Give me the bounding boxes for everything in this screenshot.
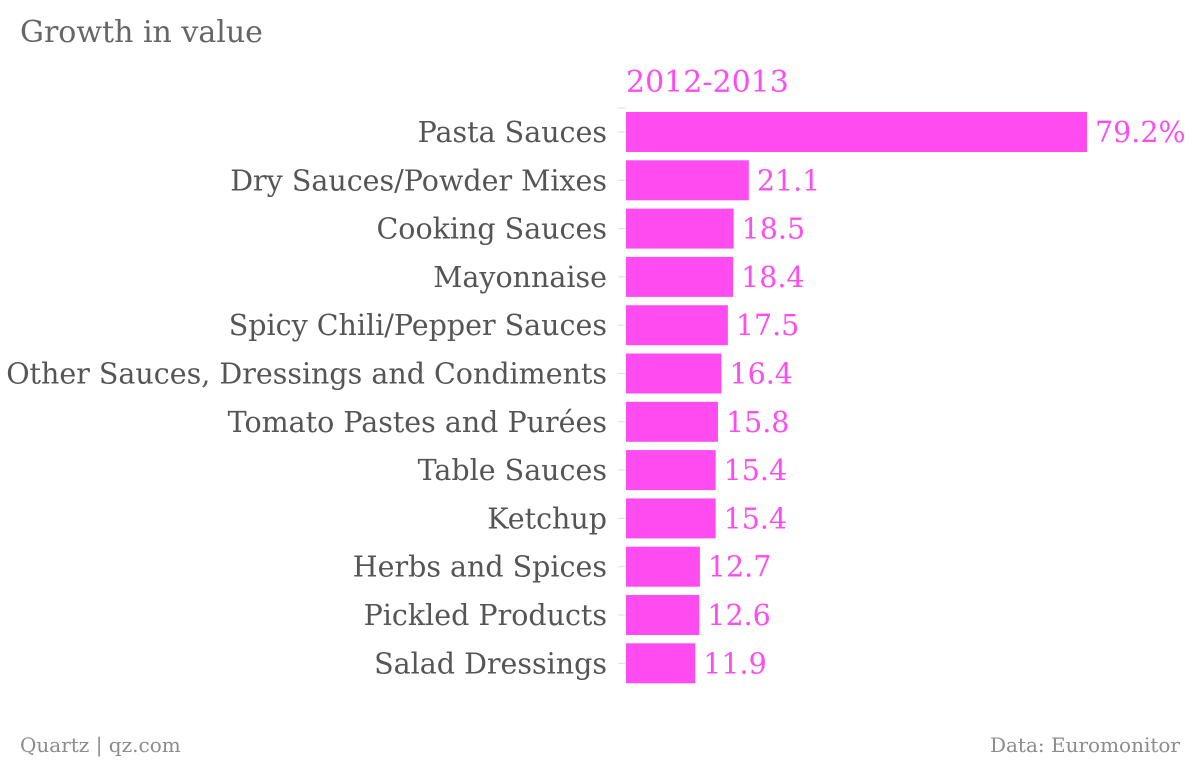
bar	[626, 401, 718, 442]
value-label: 15.8	[726, 406, 789, 439]
series-label: 2012-2013	[626, 65, 789, 100]
category-label: Dry Sauces/Powder Mixes	[230, 164, 607, 197]
chart-title: Growth in value	[20, 15, 263, 50]
value-label: 17.5	[736, 309, 799, 342]
value-label: 15.4	[724, 502, 787, 535]
value-label: 12.6	[707, 599, 770, 632]
category-label: Ketchup	[487, 502, 607, 535]
bar	[626, 208, 734, 249]
value-label: 15.4	[724, 454, 787, 487]
category-label: Spicy Chili/Pepper Sauces	[229, 309, 607, 342]
bar	[626, 498, 716, 539]
source-credit: Quartz | qz.com	[20, 733, 181, 758]
bar	[626, 450, 716, 491]
value-label: 11.9	[703, 647, 766, 680]
category-label: Salad Dressings	[374, 647, 607, 680]
bar	[626, 546, 700, 587]
bar	[626, 256, 734, 297]
category-label: Pickled Products	[364, 599, 607, 632]
value-label: 16.4	[729, 358, 792, 391]
category-label: Herbs and Spices	[353, 551, 607, 584]
bar	[626, 595, 700, 635]
category-label: Cooking Sauces	[377, 213, 608, 246]
bar	[626, 160, 749, 201]
value-label: 18.5	[742, 213, 805, 246]
value-label: 79.2%	[1095, 116, 1186, 149]
bar	[626, 112, 1087, 152]
value-label: 21.1	[757, 164, 820, 197]
value-label: 12.7	[708, 551, 771, 584]
category-label: Table Sauces	[418, 454, 607, 487]
category-label: Other Sauces, Dressings and Condiments	[6, 358, 607, 391]
category-label: Tomato Pastes and Purées	[228, 406, 607, 439]
bar	[626, 353, 722, 394]
bars-group: Pasta Sauces 79.2% Dry Sauces/Powder Mixes…	[6, 107, 1186, 684]
data-source: Data: Euromonitor	[990, 733, 1180, 757]
category-label: Pasta Sauces	[418, 116, 607, 149]
bar	[626, 305, 728, 346]
value-label: 18.4	[741, 261, 804, 294]
category-label: Mayonnaise	[433, 261, 607, 294]
bar	[626, 643, 696, 684]
